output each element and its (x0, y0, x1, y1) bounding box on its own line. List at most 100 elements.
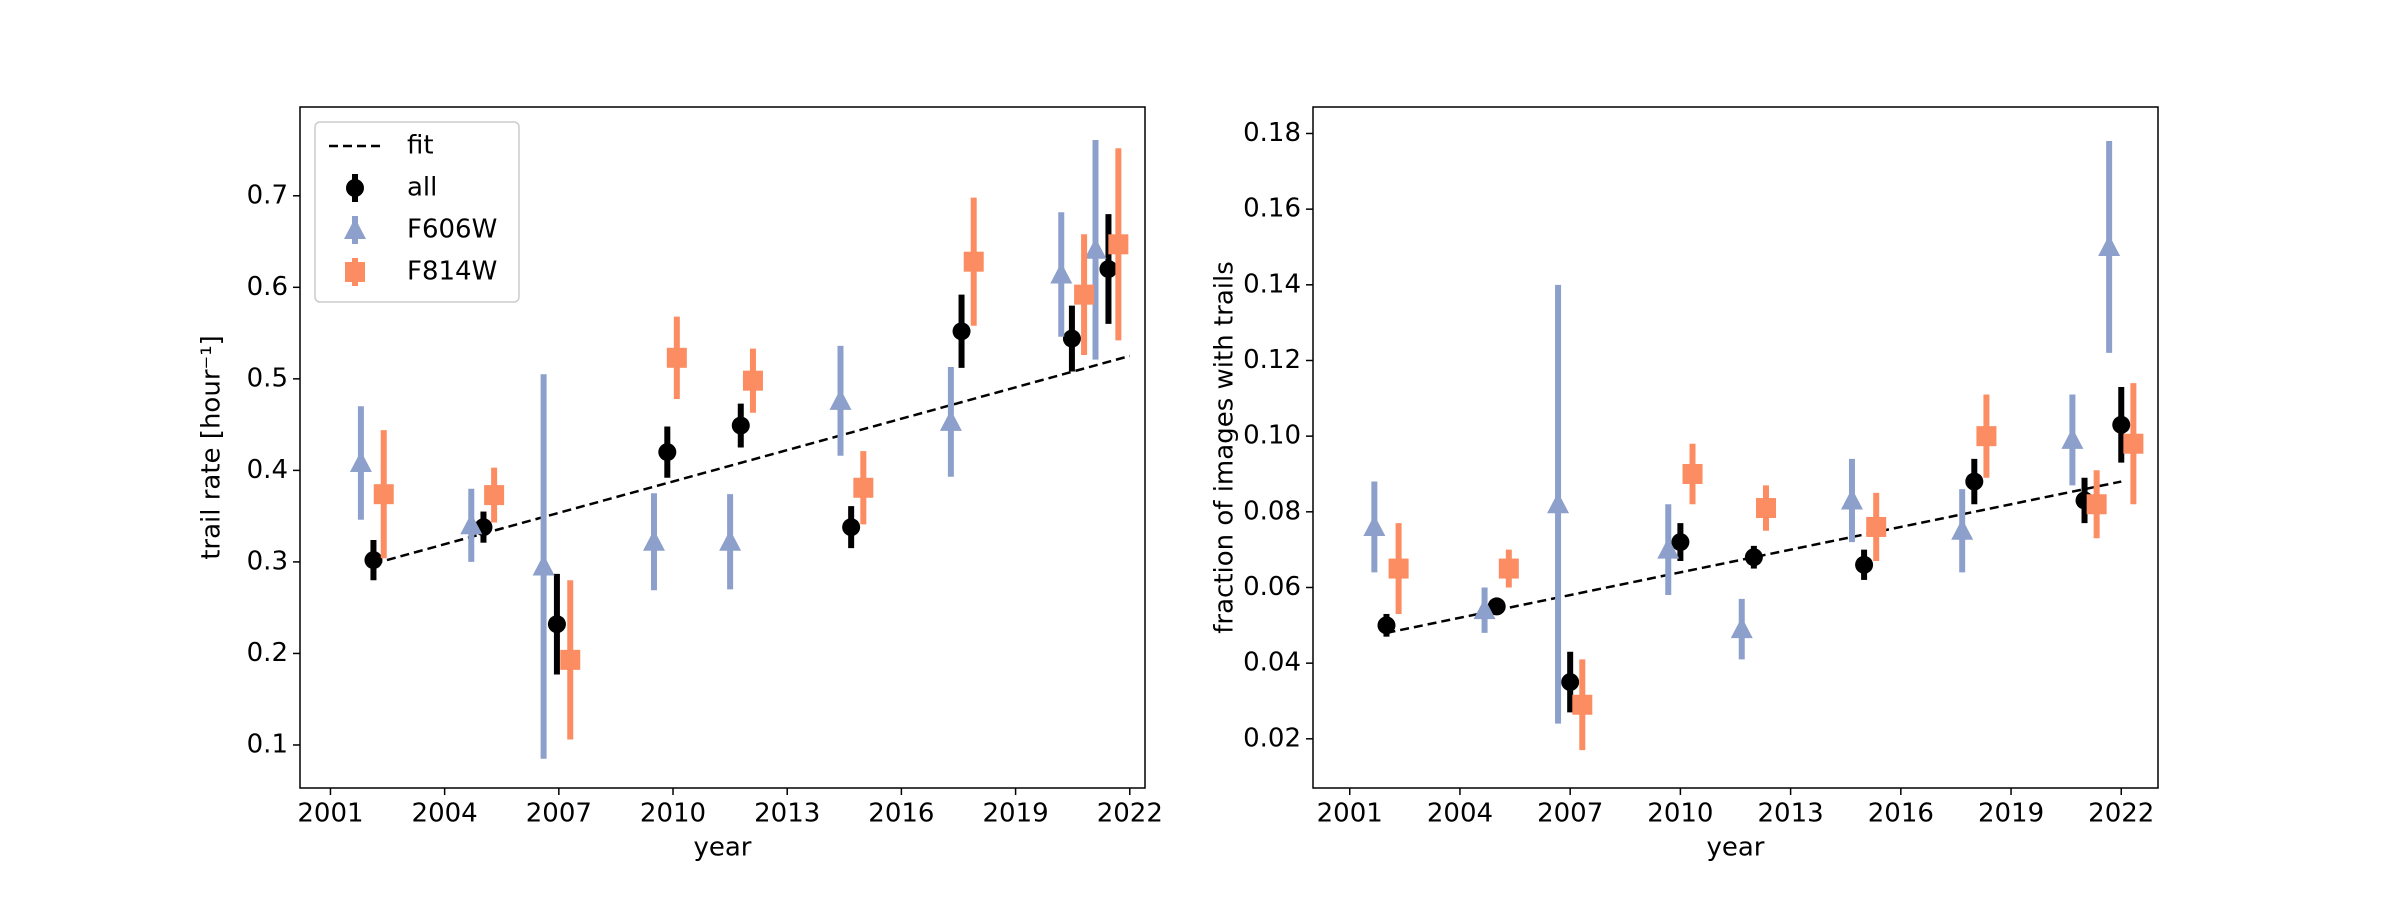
marker (346, 179, 364, 197)
legend-label: F814W (407, 257, 497, 287)
marker (1730, 617, 1753, 639)
marker (344, 218, 366, 239)
y-tick-label: 0.4 (247, 455, 288, 485)
marker (1498, 558, 1519, 579)
marker (939, 409, 962, 431)
marker (364, 551, 383, 570)
marker (1473, 598, 1496, 620)
marker (1866, 516, 1887, 537)
y-tick-label: 0.04 (1243, 648, 1301, 678)
marker (952, 322, 971, 341)
y-tick-label: 0.2 (247, 638, 288, 668)
marker (532, 554, 555, 576)
marker (1363, 514, 1386, 536)
marker (1951, 518, 1974, 540)
y-axis-label: fraction of images with trails (1210, 261, 1240, 634)
marker (1572, 694, 1593, 715)
marker (1671, 533, 1690, 552)
y-tick-label: 0.7 (247, 180, 288, 210)
axes-frame (1312, 106, 2159, 789)
legend-label: all (407, 173, 437, 203)
marker (1377, 616, 1396, 635)
marker (2061, 427, 2084, 449)
x-tick-label: 2007 (1537, 799, 1603, 829)
marker (1657, 537, 1680, 559)
marker (658, 443, 677, 462)
marker (1561, 673, 1580, 692)
marker (1755, 498, 1776, 519)
y-tick-label: 0.16 (1243, 194, 1301, 224)
marker (853, 477, 874, 498)
y-tick-label: 0.12 (1243, 345, 1301, 375)
marker (963, 251, 984, 272)
marker (719, 529, 742, 551)
marker (345, 262, 365, 282)
marker (373, 484, 394, 505)
x-tick-label: 2022 (1097, 799, 1163, 829)
y-tick-label: 0.6 (247, 272, 288, 302)
marker (2086, 494, 2107, 515)
marker (460, 513, 483, 535)
marker (1840, 488, 1863, 510)
y-axis-label: trail rate [hour⁻¹] (197, 335, 227, 560)
marker (842, 518, 861, 537)
marker (1074, 284, 1095, 305)
x-tick-label: 2016 (1868, 799, 1934, 829)
marker (1388, 558, 1409, 579)
legend-label: F606W (407, 215, 497, 245)
x-axis-label: year (1706, 833, 1764, 863)
marker (560, 649, 581, 670)
marker (1062, 329, 1081, 348)
y-tick-label: 0.08 (1243, 496, 1301, 526)
x-tick-label: 2019 (982, 799, 1048, 829)
marker (1547, 492, 1570, 514)
legend-box (314, 121, 520, 303)
marker (1976, 426, 1997, 447)
marker (1084, 237, 1107, 259)
marker (1487, 597, 1506, 616)
marker (1744, 548, 1763, 567)
marker (1099, 260, 1118, 279)
marker (2123, 433, 2144, 454)
x-tick-label: 2004 (412, 799, 478, 829)
marker (731, 416, 750, 435)
x-tick-label: 2010 (1647, 799, 1713, 829)
x-tick-label: 2013 (1758, 799, 1824, 829)
marker (742, 370, 763, 391)
x-tick-label: 2001 (297, 799, 363, 829)
marker (484, 485, 505, 506)
marker (1965, 472, 1984, 491)
axes-frame (299, 106, 1146, 789)
x-tick-label: 2004 (1427, 799, 1493, 829)
y-tick-label: 0.3 (247, 546, 288, 576)
marker (2098, 234, 2121, 256)
x-tick-label: 2016 (868, 799, 934, 829)
y-tick-label: 0.02 (1243, 723, 1301, 753)
x-tick-label: 2019 (1978, 799, 2044, 829)
marker (547, 615, 566, 634)
marker (1855, 555, 1874, 574)
marker (349, 451, 372, 473)
x-tick-label: 2001 (1317, 799, 1383, 829)
marker (1050, 262, 1073, 284)
marker (642, 529, 665, 551)
marker (2112, 415, 2131, 434)
marker (666, 347, 687, 368)
fit-line (373, 354, 1131, 565)
y-tick-label: 0.14 (1243, 269, 1301, 299)
marker (829, 388, 852, 410)
x-tick-label: 2022 (2088, 799, 2154, 829)
y-tick-label: 0.10 (1243, 421, 1301, 451)
y-tick-label: 0.5 (247, 363, 288, 393)
y-tick-label: 0.18 (1243, 118, 1301, 148)
marker (1108, 234, 1129, 255)
y-tick-label: 0.1 (247, 729, 288, 759)
legend-label: fit (407, 131, 434, 161)
marker (1682, 463, 1703, 484)
x-tick-label: 2007 (526, 799, 592, 829)
y-tick-label: 0.06 (1243, 572, 1301, 602)
x-axis-label: year (693, 833, 751, 863)
x-tick-label: 2013 (754, 799, 820, 829)
x-tick-label: 2010 (640, 799, 706, 829)
